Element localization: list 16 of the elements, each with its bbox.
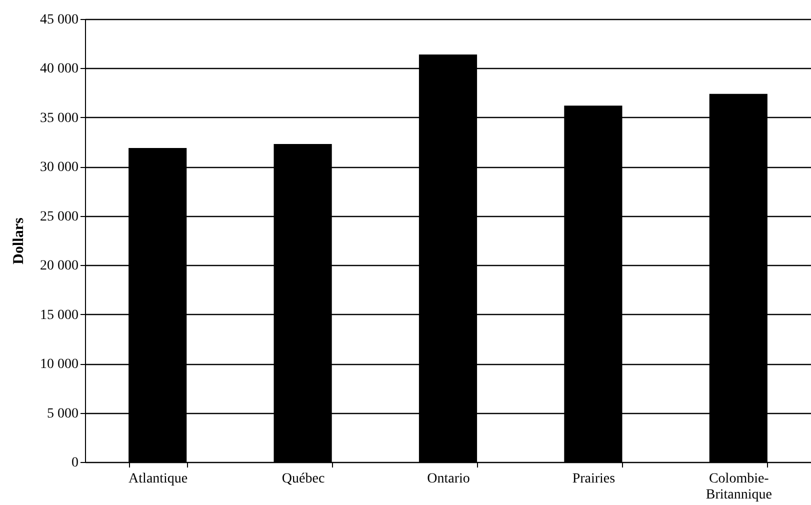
y-tick-label: 0 (72, 456, 78, 470)
y-axis-title: Dollars (11, 218, 27, 264)
y-tick-label: 40 000 (40, 62, 78, 77)
y-tick-label: 45 000 (40, 12, 78, 28)
y-tick-label: 25 000 (40, 209, 78, 224)
x-tick-label: Prairies (572, 472, 616, 486)
y-tick-label: 35 000 (40, 110, 78, 126)
y-tick-label: 30 000 (40, 160, 78, 176)
x-tick-label: Québec (282, 472, 325, 486)
y-tick-label: 10 000 (40, 357, 78, 372)
y-tick-label: 5 000 (47, 406, 78, 422)
x-tick-label: Atlantique (128, 472, 188, 486)
y-tick-label: 15 000 (40, 308, 78, 323)
y-tick-label: 20 000 (40, 258, 78, 274)
x-tick-label: Colombie-Britannique (706, 472, 772, 502)
x-tick-label: Ontario (427, 472, 470, 486)
